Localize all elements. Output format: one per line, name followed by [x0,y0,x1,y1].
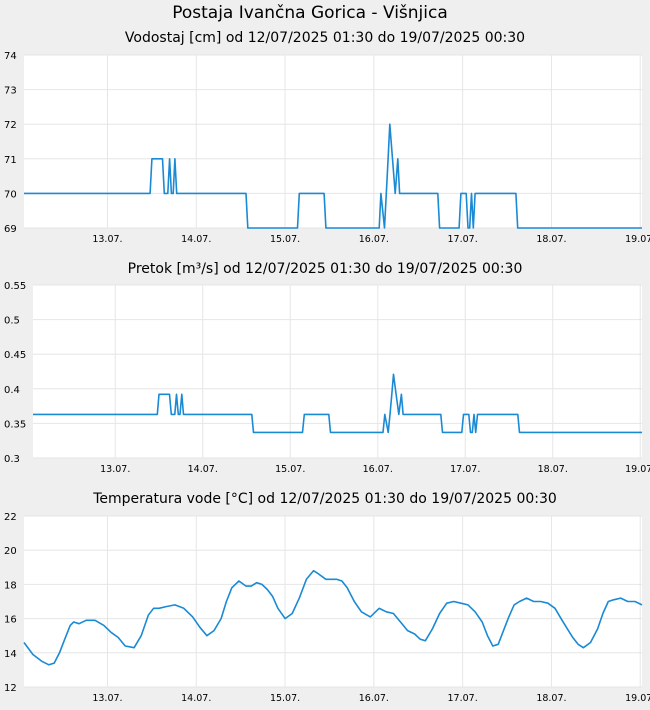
x-tick-label: 16.07. [363,464,393,475]
y-tick-label: 12 [4,683,17,694]
y-tick-label: 69 [4,224,17,235]
y-tick-label: 16 [4,615,17,626]
discharge-chart: 0.3 0.35 0.4 0.45 0.5 0.55 13.07. 14.07. 15.07. 1… [4,281,650,475]
series-line [23,569,643,666]
y-tick-label: 71 [4,155,17,166]
x-tick-label: 17.07. [450,464,480,475]
water-level-chart: 69 70 71 72 73 74 13.07. 14.07. 15.07. 16.07. 17.0… [4,51,650,245]
x-tick-label: 17.07. [448,693,478,704]
x-tick-label: 19.07. [625,693,650,704]
chart-title-water-temperature: Temperatura vode [°C] od 12/07/2025 01:3… [93,491,557,507]
x-tick-label: 13.07. [92,693,122,704]
y-tick-label: 70 [4,189,17,200]
plot-area [24,55,642,228]
x-tick-label: 13.07. [100,464,130,475]
y-tick-label: 14 [4,649,17,660]
page-title: Postaja Ivančna Gorica - Višnjica [172,3,448,23]
y-tick-label: 20 [4,546,17,557]
y-tick-label: 0.35 [4,419,26,430]
chart-title-water-level: Vodostaj [cm] od 12/07/2025 01:30 do 19/… [124,30,526,46]
x-tick-label: 14.07. [181,693,211,704]
x-tick-label: 15.07. [270,693,300,704]
chart-title-discharge: Pretok [m³/s] od 12/07/2025 01:30 do 19/… [127,261,523,277]
x-tick-label: 13.07. [92,234,122,245]
x-tick-label: 16.07. [359,234,389,245]
x-tick-label: 14.07. [181,234,211,245]
x-tick-label: 19.07. [625,464,650,475]
x-tick-label: 18.07. [536,693,566,704]
y-tick-label: 0.5 [4,316,20,327]
x-tick-label: 16.07. [359,693,389,704]
x-tick-label: 19.07. [625,234,650,245]
y-tick-label: 74 [4,51,17,62]
water-temperature-chart: 12 14 16 18 20 22 13.07. 14.07. 15.07. 16.07. 17.0… [4,512,650,704]
series-line [24,123,642,229]
x-tick-label: 14.07. [188,464,218,475]
plot-area [24,516,642,687]
y-tick-label: 0.45 [4,350,26,361]
plot-area [33,285,642,458]
y-tick-label: 73 [4,86,17,97]
y-tick-label: 0.55 [4,281,26,292]
x-tick-label: 18.07. [538,464,568,475]
x-tick-label: 17.07. [448,234,478,245]
x-tick-label: 18.07. [536,234,566,245]
y-tick-label: 18 [4,580,17,591]
x-tick-label: 15.07. [275,464,305,475]
x-tick-label: 15.07. [270,234,300,245]
y-tick-label: 0.3 [4,454,20,465]
series-line [33,373,642,434]
y-tick-label: 22 [4,512,17,523]
y-tick-label: 72 [4,120,17,131]
y-tick-label: 0.4 [4,385,20,396]
